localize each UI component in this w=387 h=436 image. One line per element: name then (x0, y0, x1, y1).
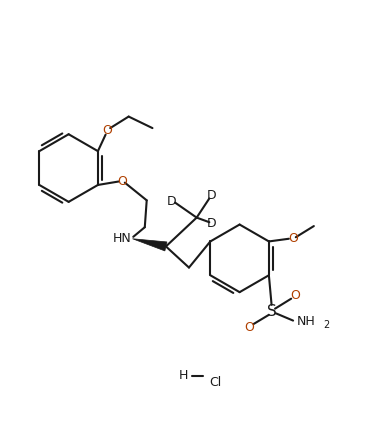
Text: O: O (288, 232, 298, 245)
Text: S: S (267, 304, 277, 319)
Text: O: O (245, 320, 255, 334)
Text: O: O (103, 123, 113, 136)
Text: HN: HN (112, 232, 131, 245)
Text: O: O (290, 289, 300, 302)
Text: NH: NH (297, 315, 316, 328)
Text: H: H (179, 369, 188, 382)
Text: 2: 2 (323, 320, 329, 330)
Text: D: D (206, 217, 216, 230)
Text: D: D (167, 195, 176, 208)
Text: D: D (206, 189, 216, 202)
Text: O: O (117, 174, 127, 187)
Polygon shape (132, 239, 167, 251)
Text: Cl: Cl (210, 376, 222, 389)
